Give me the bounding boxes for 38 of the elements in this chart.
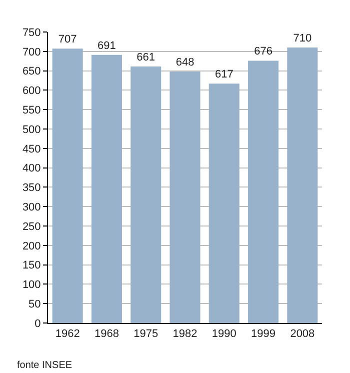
data-label: 661 bbox=[136, 52, 156, 64]
data-label: 691 bbox=[98, 40, 116, 52]
x-tick-label: 1962 bbox=[55, 328, 80, 340]
x-tick-label: 1990 bbox=[212, 328, 236, 340]
data-label: 676 bbox=[254, 46, 272, 58]
y-tick-label: 750 bbox=[22, 26, 41, 39]
y-tick-label: 350 bbox=[22, 182, 41, 194]
data-label: 617 bbox=[214, 68, 234, 81]
bar bbox=[52, 48, 83, 323]
y-tick-label: 600 bbox=[22, 85, 41, 98]
y-tick-label: 0 bbox=[34, 318, 41, 330]
y-tick-label: 200 bbox=[22, 240, 41, 252]
bar bbox=[208, 84, 240, 323]
y-tick-label: 500 bbox=[22, 124, 41, 136]
x-tick-label: 1968 bbox=[94, 328, 119, 340]
bar bbox=[91, 54, 122, 323]
y-tick-label: 300 bbox=[22, 201, 41, 214]
data-label: 707 bbox=[58, 34, 77, 46]
y-tick-label: 250 bbox=[22, 220, 41, 233]
x-tick-label: 2008 bbox=[290, 328, 315, 340]
y-tick-label: 50 bbox=[28, 298, 41, 310]
data-label: 710 bbox=[293, 32, 312, 45]
x-tick-label: 1999 bbox=[251, 328, 276, 340]
y-tick-label: 400 bbox=[22, 162, 41, 175]
y-tick-label: 550 bbox=[22, 104, 41, 116]
y-tick-label: 450 bbox=[22, 143, 41, 156]
bar bbox=[287, 48, 318, 323]
bar bbox=[170, 72, 200, 323]
bar bbox=[248, 60, 279, 323]
bar bbox=[130, 66, 162, 323]
y-tick-label: 150 bbox=[22, 260, 41, 272]
x-tick-label: 1982 bbox=[172, 328, 198, 340]
source-note: fonte INSEE bbox=[17, 360, 72, 371]
data-label: 648 bbox=[176, 56, 194, 69]
x-tick-label: 1975 bbox=[134, 328, 158, 340]
y-tick-label: 100 bbox=[22, 279, 41, 292]
y-tick-label: 700 bbox=[22, 46, 41, 58]
y-tick-label: 650 bbox=[22, 66, 41, 78]
